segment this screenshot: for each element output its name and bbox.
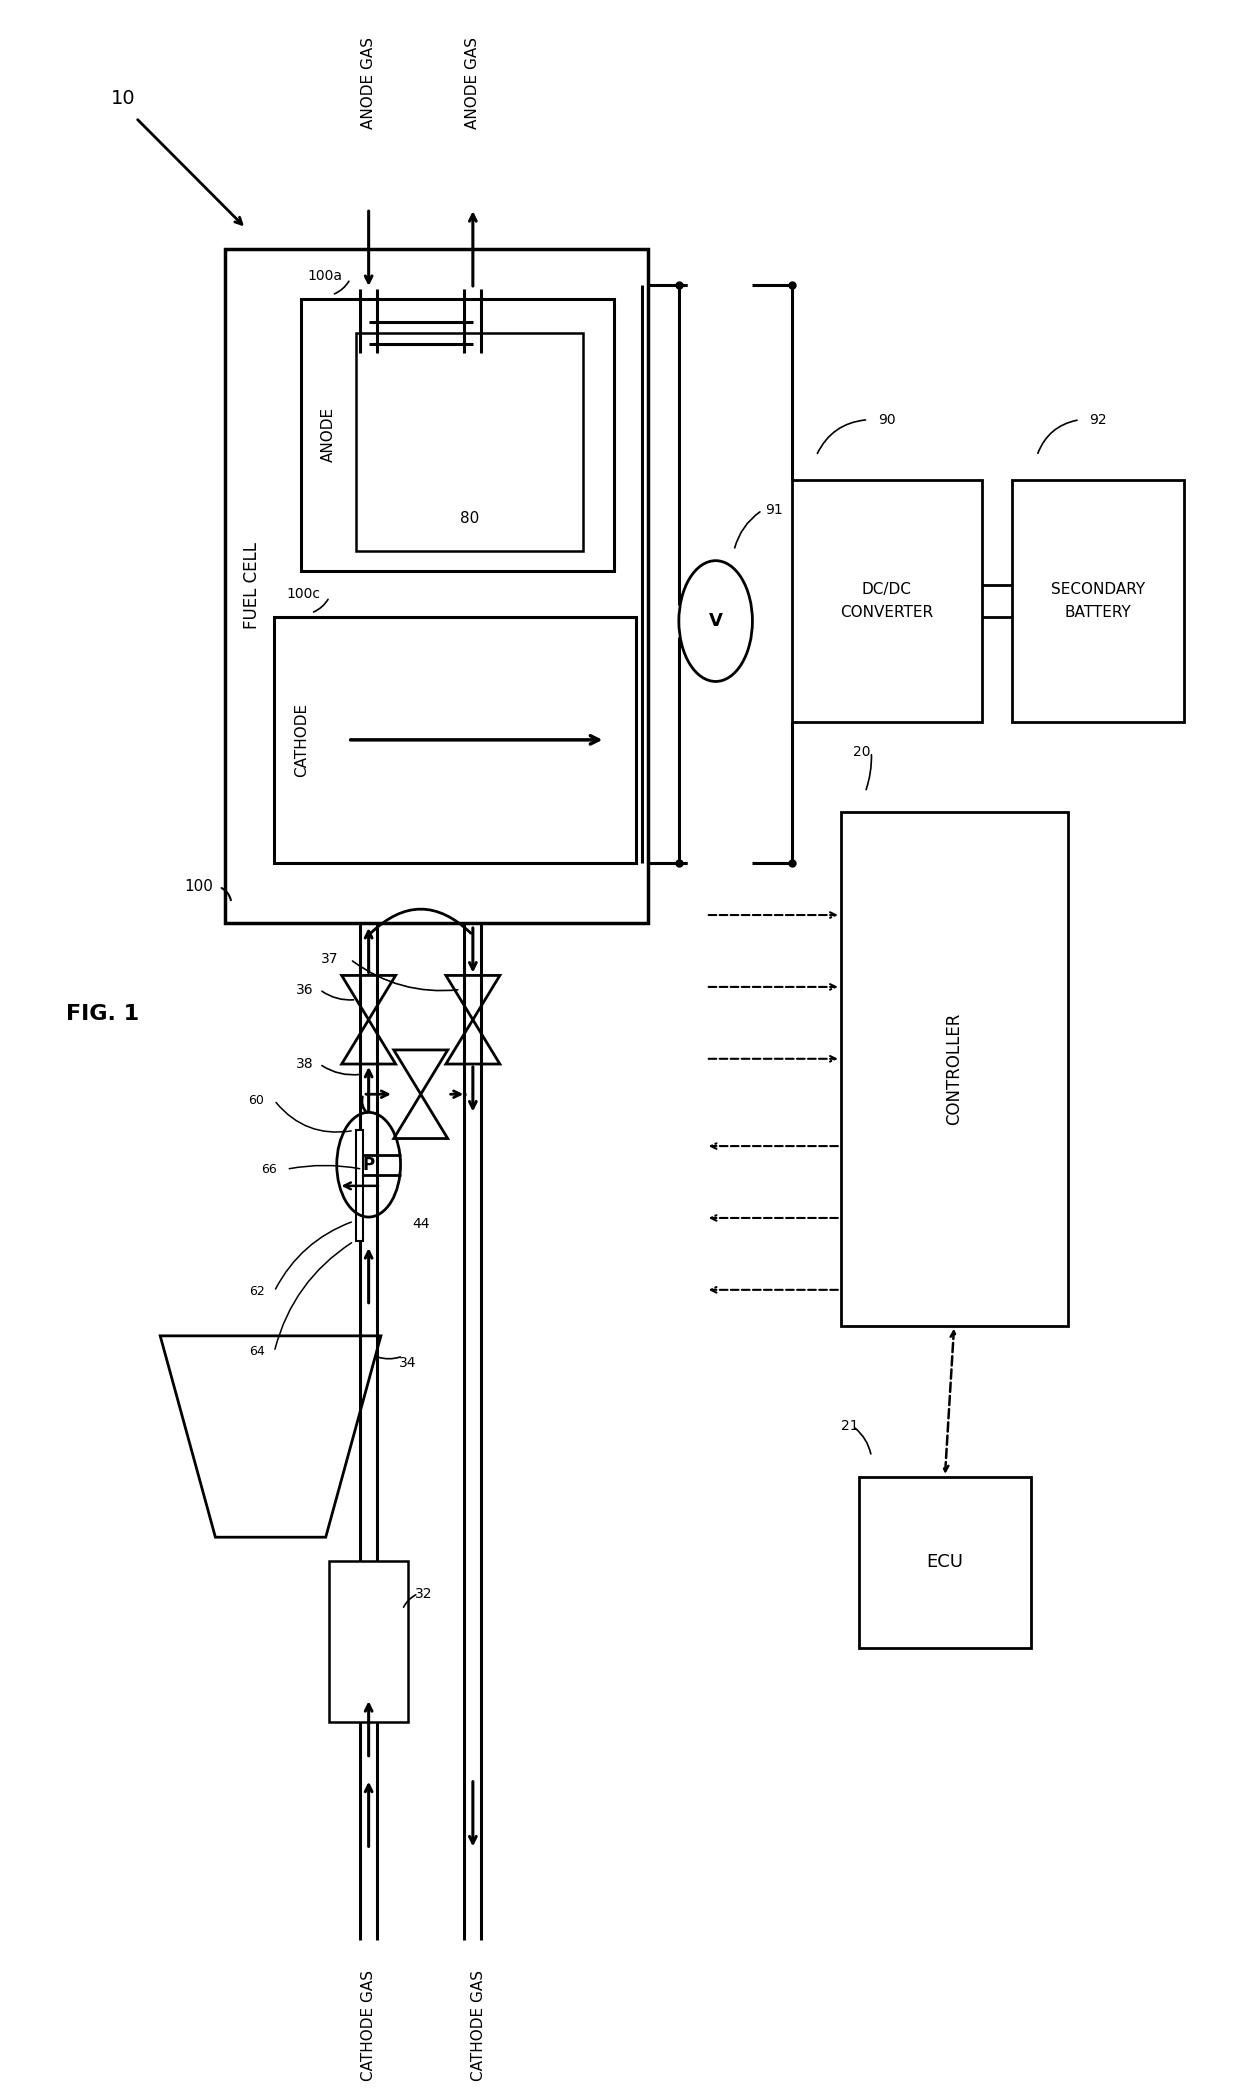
- Text: 34: 34: [399, 1355, 417, 1370]
- Bar: [329, 1561, 408, 1722]
- Bar: [1012, 480, 1184, 722]
- Text: 64: 64: [249, 1345, 264, 1360]
- Text: 38: 38: [296, 1057, 314, 1072]
- Text: 32: 32: [414, 1586, 432, 1601]
- Text: ECU: ECU: [926, 1553, 963, 1571]
- Text: 10: 10: [112, 88, 136, 107]
- Bar: [274, 617, 636, 862]
- Text: CATHODE: CATHODE: [294, 703, 309, 776]
- Bar: [226, 248, 649, 923]
- Text: CONTROLLER: CONTROLLER: [945, 1013, 963, 1125]
- Text: ANODE GAS: ANODE GAS: [465, 38, 480, 130]
- Text: P: P: [362, 1156, 374, 1173]
- Bar: [301, 298, 614, 571]
- Text: DC/DC
CONVERTER: DC/DC CONVERTER: [841, 583, 934, 619]
- Text: 100c: 100c: [286, 587, 320, 600]
- Text: 36: 36: [296, 982, 314, 997]
- Text: FIG. 1: FIG. 1: [66, 1003, 139, 1024]
- Text: SECONDARY
BATTERY: SECONDARY BATTERY: [1052, 583, 1146, 619]
- Bar: [841, 812, 1068, 1326]
- Text: CATHODE GAS: CATHODE GAS: [471, 1970, 486, 2081]
- Text: 60: 60: [248, 1093, 264, 1108]
- Text: 90: 90: [878, 413, 895, 426]
- Text: 100a: 100a: [308, 269, 342, 283]
- Text: 62: 62: [249, 1286, 264, 1299]
- Text: 37: 37: [320, 952, 339, 967]
- Bar: [859, 1477, 1030, 1647]
- Text: ANODE: ANODE: [321, 407, 336, 462]
- Text: 92: 92: [1090, 413, 1107, 426]
- Text: V: V: [709, 613, 723, 629]
- Text: 80: 80: [460, 512, 480, 527]
- Text: 20: 20: [853, 745, 870, 759]
- Text: 44: 44: [413, 1217, 430, 1232]
- Text: 21: 21: [841, 1420, 858, 1433]
- Text: 91: 91: [765, 504, 782, 518]
- Text: 100: 100: [184, 879, 213, 894]
- Text: ANODE GAS: ANODE GAS: [361, 38, 376, 130]
- Text: CATHODE GAS: CATHODE GAS: [361, 1970, 376, 2081]
- Text: 66: 66: [260, 1162, 277, 1175]
- Bar: [356, 1131, 363, 1242]
- Text: FUEL CELL: FUEL CELL: [243, 541, 262, 629]
- Bar: [356, 334, 583, 550]
- Bar: [791, 480, 982, 722]
